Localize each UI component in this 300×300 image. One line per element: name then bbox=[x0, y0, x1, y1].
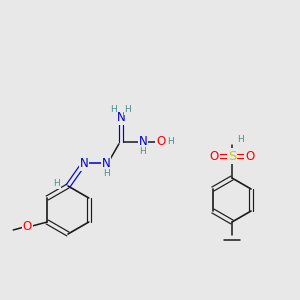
Text: H: H bbox=[168, 137, 174, 146]
Text: H: H bbox=[140, 147, 146, 156]
Text: H: H bbox=[238, 136, 244, 145]
Text: S: S bbox=[228, 149, 236, 163]
Text: O: O bbox=[156, 135, 166, 148]
Text: H: H bbox=[124, 105, 131, 114]
Text: N: N bbox=[102, 157, 110, 169]
Text: H: H bbox=[103, 169, 110, 178]
Text: O: O bbox=[245, 149, 255, 163]
Text: N: N bbox=[139, 135, 147, 148]
Text: O: O bbox=[22, 220, 32, 232]
Text: O: O bbox=[209, 149, 219, 163]
Text: N: N bbox=[117, 111, 125, 124]
Text: N: N bbox=[80, 157, 88, 169]
Text: H: H bbox=[54, 179, 60, 188]
Text: H: H bbox=[111, 105, 117, 114]
